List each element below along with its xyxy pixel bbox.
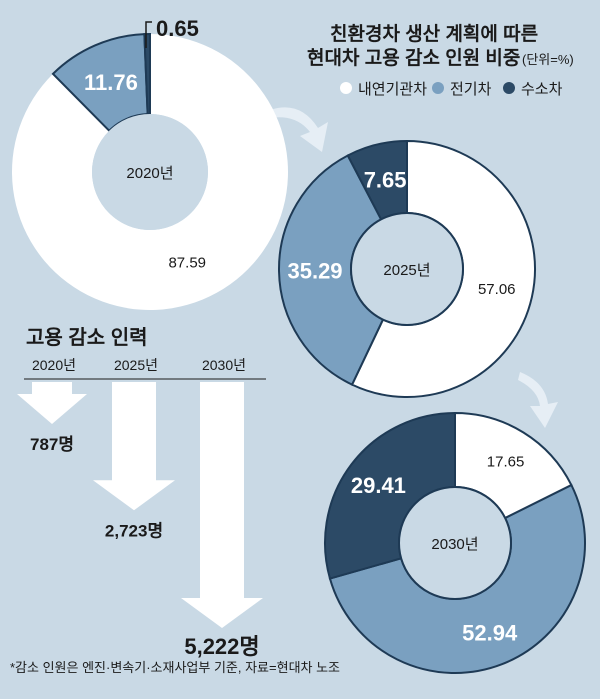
value-label-2030-ice: 17.65 xyxy=(487,453,525,470)
bar-arrow-2020 xyxy=(17,382,87,424)
callout-bracket xyxy=(145,21,152,48)
chart-title-line2: 현대차 고용 감소 인원 비중 xyxy=(307,47,520,69)
value-label-2025-ice: 57.06 xyxy=(478,281,516,298)
bar-value-label-2030: 5,222명 xyxy=(184,634,259,659)
value-label-2025-ev: 35.29 xyxy=(287,259,342,284)
donut-2020: 2020년 87.59 11.76 xyxy=(11,32,288,310)
legend-label-fcev: 수소차 xyxy=(521,81,563,98)
value-label-2030-fcev: 29.41 xyxy=(351,473,406,498)
donut-2020-hole xyxy=(92,114,208,230)
curved-arrow-icon xyxy=(270,107,328,152)
bar-value-label-2025: 2,723명 xyxy=(105,521,163,540)
donut-2030: 2030년 17.65 52.94 29.41 xyxy=(324,411,586,674)
legend-label-ev: 전기차 xyxy=(450,81,492,98)
legend-swatch-ev xyxy=(432,82,444,94)
donut-2025-center-label: 2025년 xyxy=(383,262,430,279)
bar-arrow-2025 xyxy=(93,382,175,511)
value-label-2025-fcev: 7.65 xyxy=(364,168,407,193)
value-label-2030-ev: 52.94 xyxy=(462,621,518,646)
bar-value-label-2020: 787명 xyxy=(30,435,74,454)
legend-label-ice: 내연기관차 xyxy=(358,81,427,98)
bar-category-label-2020: 2020년 xyxy=(32,357,76,373)
bar-series: 2020년 787명 2025년 2,723명 2030년 5,222명 xyxy=(17,357,263,659)
footnote: *감소 인원은 엔진·변속기·소재사업부 기준, 자료=현대차 노조 xyxy=(10,660,340,675)
value-label-2020-fcev: 0.65 xyxy=(156,16,199,41)
donut-2025-hole xyxy=(350,212,464,326)
value-label-2020-ice: 87.59 xyxy=(168,255,206,272)
chart-title-line1: 친환경차 생산 계획에 따른 xyxy=(330,23,538,45)
bar-category-label-2025: 2025년 xyxy=(114,357,158,373)
chart-unit: (단위=%) xyxy=(522,52,574,67)
value-label-2020-ev: 11.76 xyxy=(84,70,138,95)
donut-2020-center-label: 2020년 xyxy=(126,165,173,182)
bar-category-label-2030: 2030년 xyxy=(202,357,246,373)
legend-swatch-fcev xyxy=(503,82,515,94)
bar-arrow-2030 xyxy=(181,382,263,628)
legend-swatch-ice xyxy=(340,82,352,94)
bar-chart-title: 고용 감소 인력 xyxy=(26,326,148,349)
curved-arrow-icon xyxy=(518,372,558,428)
donut-2025: 2025년 57.06 35.29 7.65 xyxy=(278,139,536,398)
donut-2030-center-label: 2030년 xyxy=(431,536,478,553)
donut-2030-hole xyxy=(398,486,512,600)
